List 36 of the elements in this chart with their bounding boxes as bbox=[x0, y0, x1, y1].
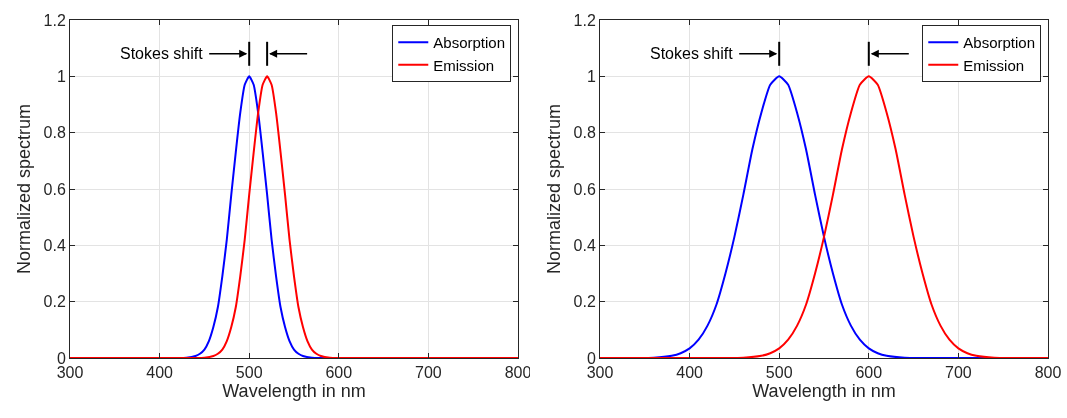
x-tick-label: 300 bbox=[586, 364, 614, 382]
legend-label: Absorption bbox=[963, 34, 1035, 52]
x-axis-title: Wavelength in nm bbox=[752, 381, 896, 402]
x-tick-label: 300 bbox=[56, 364, 84, 382]
y-tick-label: 1 bbox=[56, 67, 66, 85]
legend-label: Emission bbox=[963, 56, 1025, 74]
y-tick-label: 0 bbox=[56, 349, 66, 367]
y-tick-label: 0.2 bbox=[573, 293, 596, 311]
x-axis-title: Wavelength in nm bbox=[222, 381, 366, 402]
y-tick-label: 1 bbox=[586, 67, 596, 85]
x-tick-label: 500 bbox=[235, 364, 263, 382]
legend-label: Emission bbox=[433, 56, 495, 74]
annotation: Stokes shift bbox=[120, 45, 204, 62]
x-tick-label: 400 bbox=[676, 364, 704, 382]
y-tick-label: 1.2 bbox=[43, 11, 66, 29]
y-tick-label: 0 bbox=[586, 349, 596, 367]
y-tick-label: 0.6 bbox=[573, 180, 596, 198]
x-tick-label: 700 bbox=[415, 364, 442, 382]
y-axis-title: Normalized spectrum bbox=[543, 103, 564, 275]
y-axis-title: Normalized spectrum bbox=[13, 103, 34, 275]
x-tick-label: 800 bbox=[1034, 364, 1062, 382]
x-tick-label: 800 bbox=[504, 364, 532, 382]
y-tick-label: 1.2 bbox=[573, 11, 596, 29]
x-tick-label: 400 bbox=[146, 364, 174, 382]
x-tick-label: 500 bbox=[765, 364, 793, 382]
annotation: Stokes shift bbox=[650, 45, 734, 62]
y-tick-label: 0.4 bbox=[43, 236, 66, 254]
x-tick-label: 600 bbox=[855, 364, 883, 382]
y-tick-label: 0.8 bbox=[43, 124, 66, 142]
legend-label: Absorption bbox=[433, 34, 505, 52]
y-tick-label: 0.8 bbox=[573, 124, 596, 142]
y-tick-label: 0.6 bbox=[43, 180, 66, 198]
x-tick-label: 700 bbox=[945, 364, 972, 382]
y-tick-label: 0.4 bbox=[573, 236, 596, 254]
y-tick-label: 0.2 bbox=[43, 293, 66, 311]
x-tick-label: 600 bbox=[325, 364, 353, 382]
